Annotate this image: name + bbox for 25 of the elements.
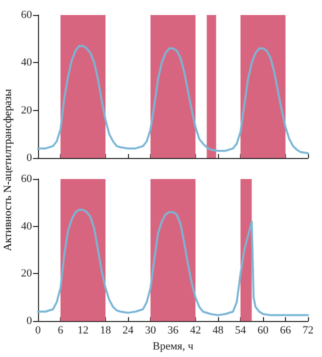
- y-tick-label: 60: [21, 173, 32, 185]
- y-tick-label: 20: [21, 268, 32, 280]
- x-tick-label: 60: [258, 324, 269, 337]
- y-axis-title: Активность N-ацетилтрансферазы: [1, 88, 15, 253]
- y-tick-label: 20: [21, 104, 32, 116]
- line-series: [37, 208, 309, 316]
- x-tick-label: 30: [145, 324, 156, 337]
- x-tick-label: 18: [100, 324, 112, 337]
- line-series: [37, 44, 309, 154]
- y-tick-label: 40: [21, 56, 32, 69]
- y-tick-label: 0: [26, 315, 32, 328]
- x-tick-label: 36: [168, 324, 179, 337]
- x-tick-label: 0: [35, 324, 42, 337]
- x-tick-label: 24: [122, 324, 134, 337]
- x-tick-label: 48: [212, 324, 224, 337]
- x-tick-label: 72: [302, 324, 314, 337]
- x-tick-label: 6: [58, 324, 64, 337]
- x-tick-label: 12: [78, 324, 88, 337]
- x-tick-label: 54: [235, 324, 246, 337]
- y-tick-label: 0: [26, 152, 32, 164]
- y-tick-label: 40: [21, 220, 32, 232]
- x-axis-title: Время, ч: [152, 340, 194, 352]
- x-tick-label: 42: [190, 324, 201, 337]
- y-tick-label: 60: [21, 9, 32, 21]
- x-tick-label: 66: [280, 324, 292, 337]
